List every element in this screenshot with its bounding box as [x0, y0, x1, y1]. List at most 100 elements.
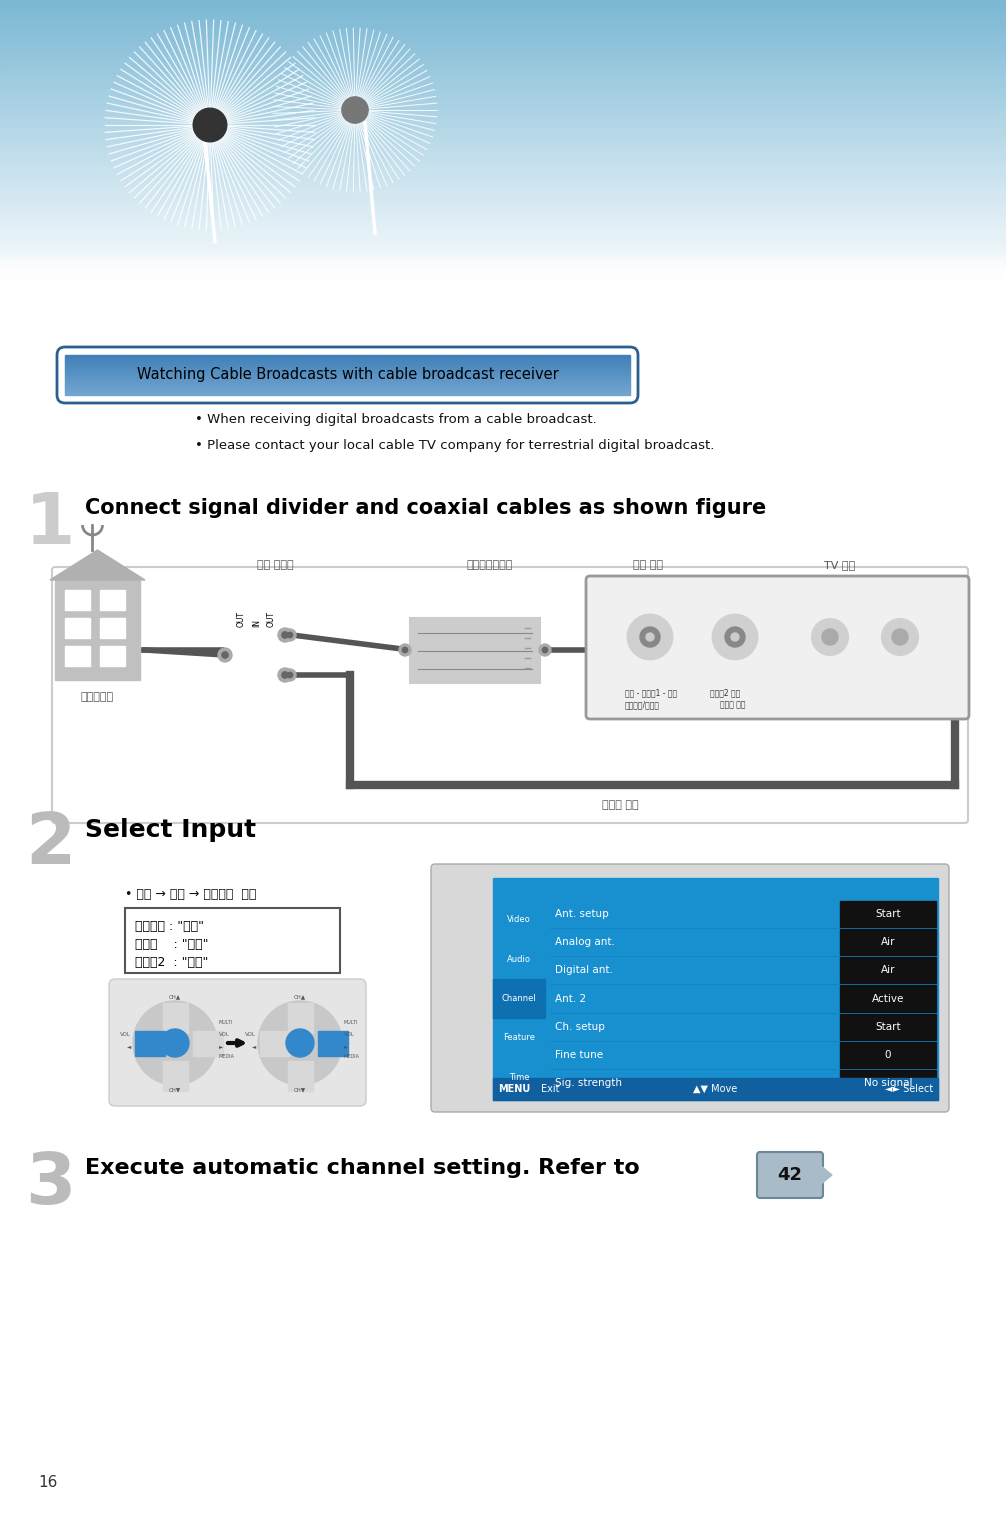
Bar — [65, 618, 90, 638]
Bar — [0, 26, 1006, 30]
Bar — [225, 615, 285, 695]
FancyBboxPatch shape — [757, 1151, 823, 1198]
Bar — [0, 79, 1006, 82]
Circle shape — [284, 670, 296, 682]
Bar — [0, 44, 1006, 47]
Bar — [0, 117, 1006, 120]
Bar — [0, 209, 1006, 212]
Bar — [840, 929, 936, 956]
Bar — [260, 1032, 290, 1056]
Bar — [0, 85, 1006, 88]
Bar — [0, 261, 1006, 265]
Bar — [0, 17, 1006, 21]
Bar — [840, 1014, 936, 1039]
Bar — [0, 20, 1006, 24]
Circle shape — [822, 629, 838, 645]
Bar — [0, 253, 1006, 256]
Bar — [100, 618, 125, 638]
Text: Select Input: Select Input — [85, 818, 257, 842]
Bar — [0, 177, 1006, 180]
Text: 디지털 전용: 디지털 전용 — [720, 700, 745, 709]
Circle shape — [222, 651, 228, 658]
Bar — [0, 159, 1006, 164]
Circle shape — [288, 632, 293, 638]
Bar — [0, 114, 1006, 117]
Circle shape — [282, 632, 288, 638]
Bar — [0, 258, 1006, 262]
Text: 1: 1 — [25, 489, 75, 559]
Bar — [0, 276, 1006, 279]
Text: 이날로그 : "유선": 이날로그 : "유선" — [135, 920, 204, 933]
Bar — [0, 95, 1006, 100]
Text: Execute automatic channel setting. Refer to: Execute automatic channel setting. Refer… — [85, 1157, 640, 1179]
Bar — [55, 580, 140, 680]
Text: 신호 분배기: 신호 분배기 — [257, 561, 294, 570]
Text: Analog ant.: Analog ant. — [555, 938, 615, 947]
Bar — [0, 229, 1006, 233]
Bar — [0, 250, 1006, 253]
Bar — [0, 35, 1006, 39]
Circle shape — [402, 647, 407, 653]
Circle shape — [288, 673, 293, 677]
Text: MENU: MENU — [498, 1085, 530, 1094]
Bar — [0, 32, 1006, 36]
Circle shape — [278, 668, 292, 682]
Text: 16: 16 — [38, 1476, 57, 1489]
Bar — [0, 183, 1006, 186]
Bar — [0, 47, 1006, 50]
Circle shape — [282, 671, 288, 679]
Text: MEDIA: MEDIA — [219, 1054, 235, 1059]
FancyBboxPatch shape — [109, 979, 366, 1106]
Bar — [0, 76, 1006, 79]
Bar — [0, 186, 1006, 189]
Bar — [0, 12, 1006, 15]
Bar — [410, 618, 540, 683]
Text: TV 뒷면: TV 뒷면 — [825, 561, 855, 570]
Text: • 메뉴 → 셸널 → 입력신호  선택: • 메뉴 → 셸널 → 입력신호 선택 — [125, 888, 257, 901]
Bar — [163, 1003, 188, 1033]
Text: Sig. strength: Sig. strength — [555, 1079, 622, 1088]
Text: Digital ant.: Digital ant. — [555, 965, 613, 976]
Bar — [0, 38, 1006, 41]
Text: CH▲: CH▲ — [169, 994, 181, 998]
Circle shape — [342, 97, 368, 123]
Bar — [0, 194, 1006, 198]
Circle shape — [542, 647, 547, 653]
Bar — [0, 282, 1006, 285]
Text: MULTI: MULTI — [344, 1021, 358, 1026]
Bar — [840, 901, 936, 927]
Bar — [100, 589, 125, 611]
Bar — [65, 645, 90, 667]
Bar — [0, 9, 1006, 12]
Bar — [0, 152, 1006, 155]
Bar — [0, 148, 1006, 152]
Bar — [0, 23, 1006, 27]
Bar — [0, 226, 1006, 230]
Circle shape — [628, 615, 672, 659]
Bar — [0, 244, 1006, 247]
Bar — [0, 264, 1006, 268]
Text: No signal: No signal — [864, 1079, 912, 1088]
Text: OUT: OUT — [237, 611, 246, 627]
Text: Start: Start — [875, 1021, 900, 1032]
Text: • When receiving digital broadcasts from a cable broadcast.: • When receiving digital broadcasts from… — [195, 414, 597, 427]
Text: VOL: VOL — [344, 1033, 355, 1038]
Text: 3: 3 — [25, 1150, 75, 1220]
Bar — [163, 1060, 188, 1091]
Bar — [0, 139, 1006, 142]
Bar — [0, 165, 1006, 170]
Bar — [0, 58, 1006, 62]
Text: Ch. setup: Ch. setup — [555, 1021, 605, 1032]
Text: 아날로그/디지털: 아날로그/디지털 — [625, 700, 660, 709]
Circle shape — [286, 1029, 314, 1057]
Circle shape — [713, 615, 757, 659]
Text: Connect signal divider and coaxial cables as shown figure: Connect signal divider and coaxial cable… — [85, 498, 767, 518]
Bar — [0, 162, 1006, 167]
Text: • Please contact your local cable TV company for terrestrial digital broadcast.: • Please contact your local cable TV com… — [195, 438, 714, 451]
Bar — [0, 180, 1006, 183]
Bar — [496, 1060, 542, 1094]
Bar — [0, 223, 1006, 227]
Bar — [0, 142, 1006, 145]
Bar — [288, 1003, 313, 1033]
Text: Exit: Exit — [541, 1085, 559, 1094]
